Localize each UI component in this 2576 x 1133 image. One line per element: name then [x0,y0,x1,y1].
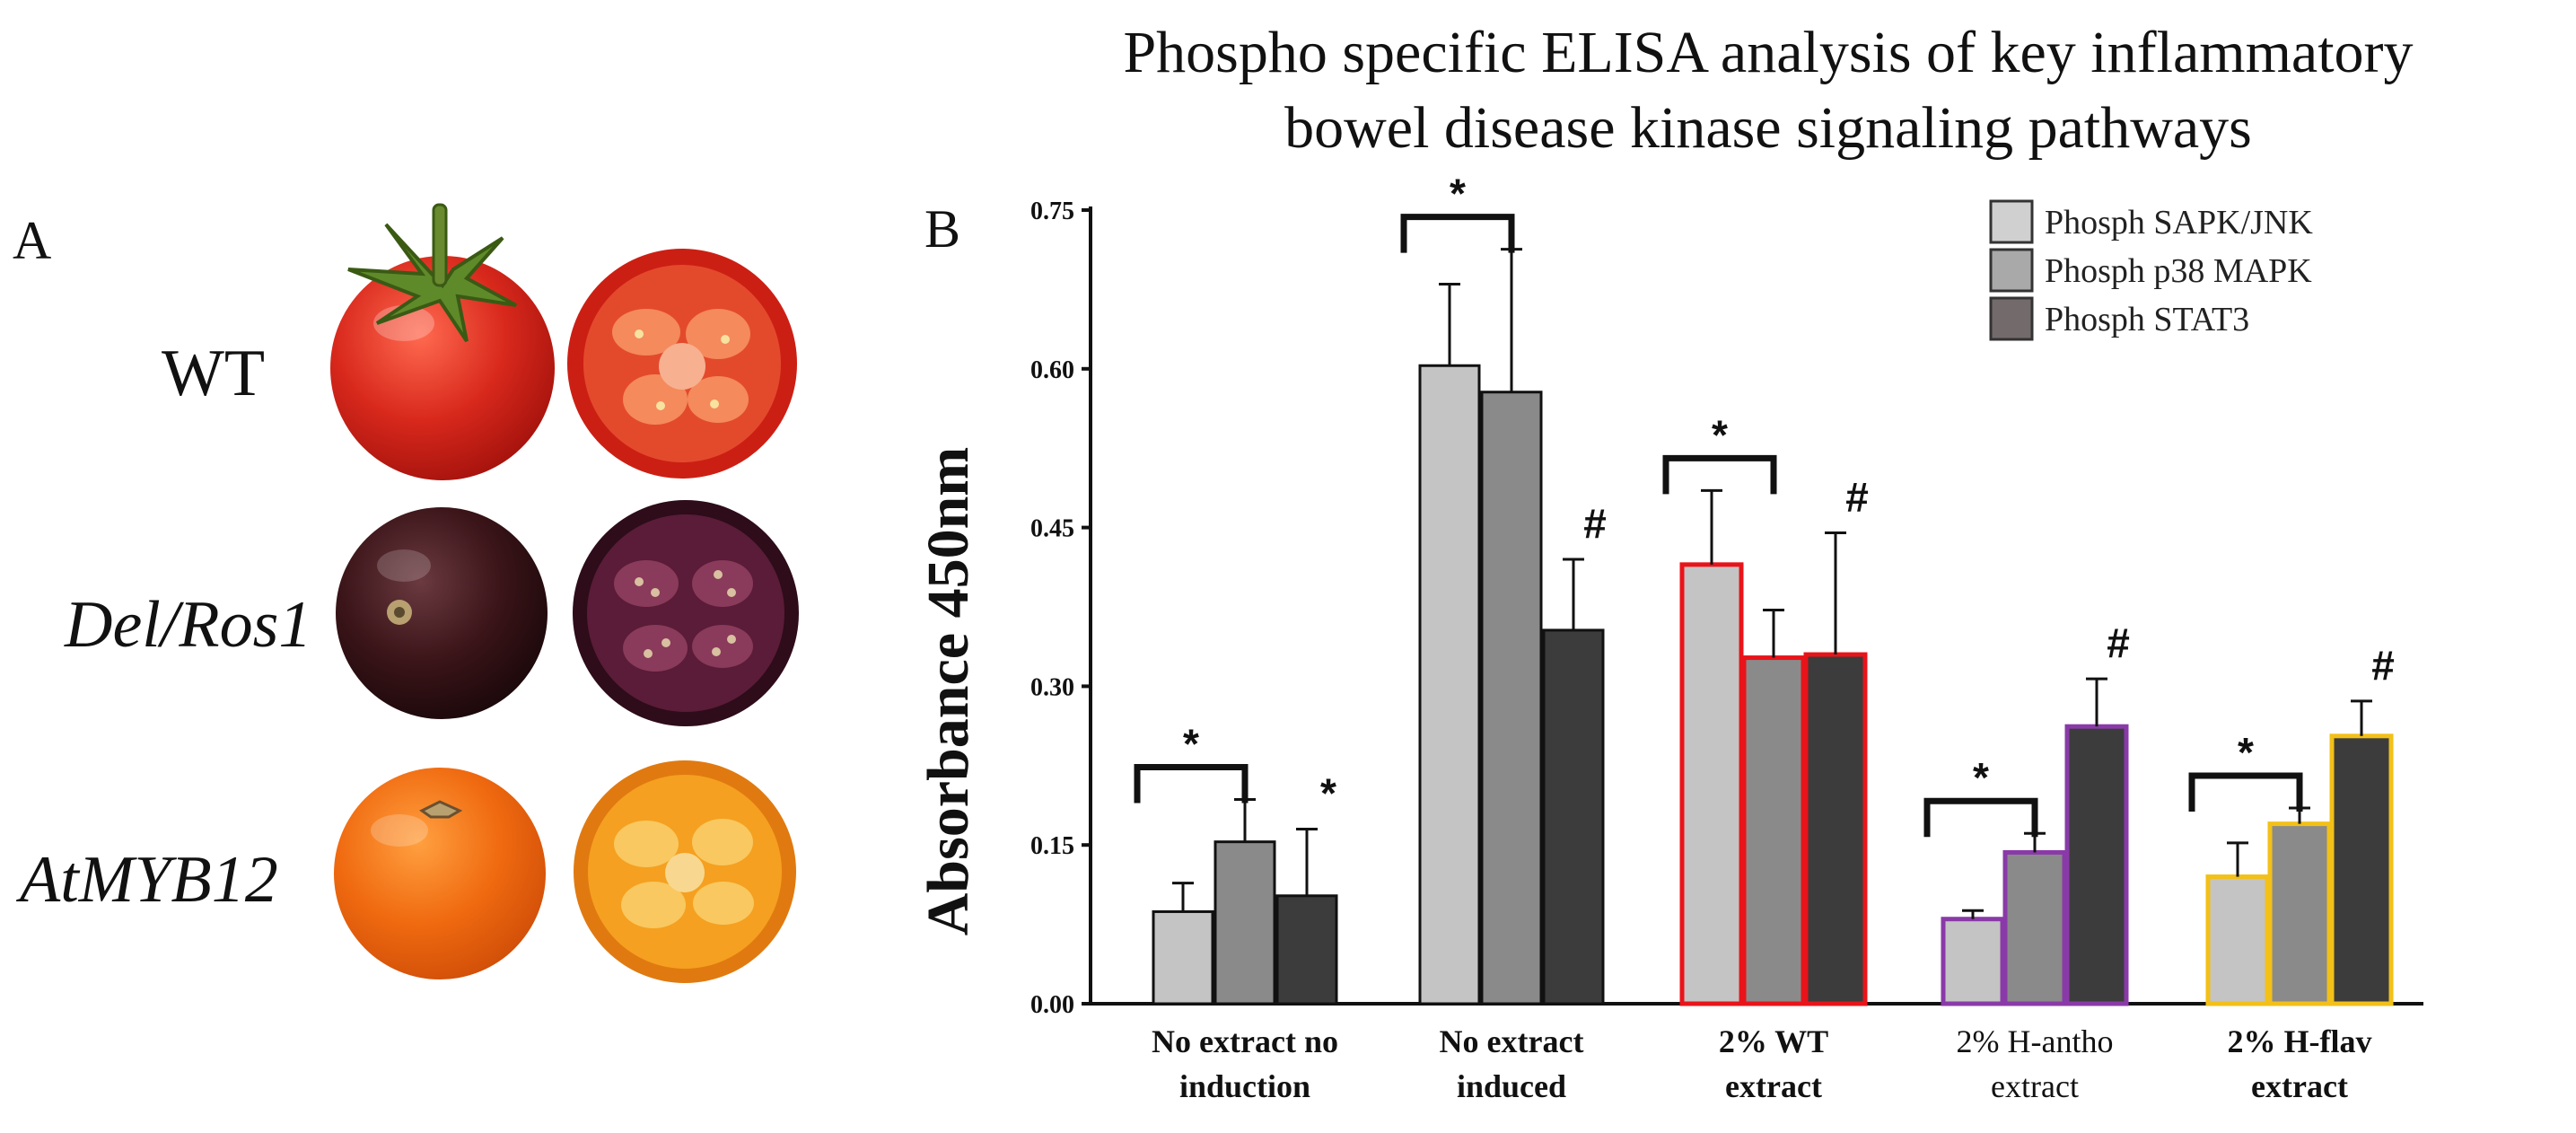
bar-1-0 [1418,364,1481,1006]
significance-bracket-1 [1400,214,1515,253]
row-label-delros1: Del/Ros1 [64,588,311,662]
bar-2-2 [1803,652,1868,1006]
significance-top-symbol-0: * [1320,770,1336,817]
row-label-atmyb12: AtMYB12 [15,843,278,917]
bar-4-1 [2267,821,2332,1006]
significance-bracket-3 [1923,797,2038,838]
bar-0-2 [1275,894,1338,1006]
legend: Phosph SAPK/JNK Phosph p38 MAPK Phosph STA… [1989,199,2313,341]
y-tick-label-3: 0.45 [1030,515,1074,543]
bar-3-1 [2002,849,2067,1006]
significance-bracket-symbol-0: * [1183,721,1199,768]
y-tick-label-5: 0.75 [1030,198,1074,225]
significance-bracket-symbol-3: * [1973,754,1989,801]
significance-bracket-2 [1662,454,1777,495]
tomato-whole-delros1 [336,507,548,719]
category-labels: No extract no induction No extract induced 2… [1152,1023,2371,1104]
significance-top-symbol-2: # [1845,473,1869,520]
panel-a-label: A [13,211,51,270]
category-label-4-line-0: 2% H-flav [2228,1023,2372,1059]
bar-chart: 0.00 0.15 0.30 0.45 0.60 0.75 * * * # * # * # * # No e… [1030,171,2423,1104]
bar-3-2 [2064,724,2129,1006]
tomato-whole-atmyb12 [334,768,546,979]
legend-swatch-0 [1989,199,2034,244]
bar-2-1 [1741,655,1806,1006]
category-label-2-line-0: 2% WT [1719,1023,1828,1059]
category-label-2-line-1: extract [1725,1068,1822,1104]
y-ticks: 0.00 0.15 0.30 0.45 0.60 0.75 [1030,198,1091,1019]
legend-swatch-1 [1989,248,2034,293]
bar-1-2 [1542,628,1605,1006]
chart-title-line-1: Phospho specific ELISA analysis of key i… [1123,20,2413,85]
y-axis-label: Absorbance 450nm [916,447,981,936]
tomato-whole-wt [330,203,555,480]
significance-top-symbol-1: # [1583,500,1607,547]
y-tick-label-4: 0.60 [1030,356,1074,384]
bars [1152,364,2394,1006]
y-tick-label-2: 0.30 [1030,673,1074,701]
significance-bracket-symbol-2: * [1712,411,1728,458]
y-tick-label-1: 0.15 [1030,832,1074,860]
category-label-4-line-1: extract [2251,1068,2348,1104]
bar-0-0 [1152,909,1214,1006]
significance-top-symbol-4: # [2371,642,2395,689]
significance-bracket-0 [1134,764,1249,804]
panel-b-label: B [924,199,960,259]
bar-3-0 [1941,917,2005,1006]
tomato-row-delros1: Del/Ros1 [64,500,799,726]
tomato-row-atmyb12: AtMYB12 [15,760,796,983]
chart-title-line-2: bowel disease kinase signaling pathways [1284,95,2252,161]
significance-top-symbol-3: # [2107,619,2130,666]
tomato-slice-delros1 [573,500,799,726]
legend-swatch-2 [1989,296,2034,341]
category-label-1-line-1: induced [1457,1068,1566,1104]
significance-marks: * * * # * # * # * # [1134,171,2395,838]
legend-label-1: Phosph p38 MAPK [2045,252,2312,290]
bar-4-0 [2205,874,2270,1006]
bar-1-1 [1480,391,1543,1006]
category-label-3-line-0: 2% H-antho [1957,1023,2114,1059]
significance-bracket-4 [2188,772,2303,812]
row-label-wt: WT [162,337,265,410]
category-label-0-line-1: induction [1179,1068,1310,1104]
tomato-row-wt: WT [162,203,797,480]
bar-0-1 [1214,840,1276,1006]
category-label-0-line-0: No extract no [1152,1023,1338,1059]
category-label-3-line-1: extract [1991,1068,2079,1104]
tomato-slice-atmyb12 [574,760,796,983]
legend-label-2: Phosph STAT3 [2045,301,2249,338]
significance-bracket-symbol-4: * [2238,729,2254,776]
tomato-slice-wt [567,249,797,479]
bar-2-0 [1679,562,1744,1006]
significance-bracket-symbol-1: * [1450,171,1466,217]
category-label-1-line-0: No extract [1440,1023,1584,1059]
legend-label-0: Phosph SAPK/JNK [2045,204,2313,242]
error-bars [1172,248,2372,919]
bar-4-2 [2329,733,2394,1006]
y-tick-label-0: 0.00 [1030,991,1074,1019]
